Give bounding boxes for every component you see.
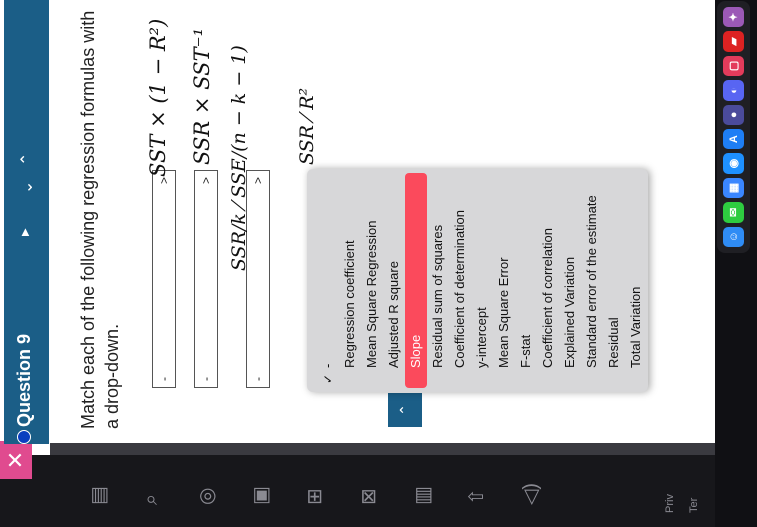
grid-icon[interactable]: ⊞ xyxy=(304,488,326,505)
chart-icon[interactable]: ▥ xyxy=(412,486,434,505)
answer-select-2[interactable]: - > xyxy=(194,170,218,388)
search-icon[interactable]: ⌕ xyxy=(140,493,162,505)
chevron-icon: > xyxy=(199,177,213,185)
menu-item[interactable]: Total Variation xyxy=(628,286,643,368)
menu-item-highlighted[interactable]: Slope xyxy=(405,173,427,388)
sound-icon[interactable]: ◁) xyxy=(520,482,542,505)
footer-text-2: Ter xyxy=(688,497,700,513)
files-icon[interactable]: ▦ xyxy=(723,177,744,199)
share-icon[interactable]: ⇧ xyxy=(466,488,488,505)
menu-item[interactable]: Explained Variation xyxy=(562,256,577,368)
menu-item[interactable]: Adjusted R square xyxy=(386,261,401,368)
app-icon[interactable]: ▰ xyxy=(723,31,744,52)
appstore-icon[interactable]: A xyxy=(723,128,744,150)
menu-item[interactable]: Coefficient of determination xyxy=(452,209,467,368)
select-value: - xyxy=(199,377,213,381)
chevron-down-icon[interactable]: ⌄ xyxy=(19,180,36,194)
dropdown-menu: ✓ - Regression coefficient Mean Square Re… xyxy=(307,169,648,392)
toolbar-strip xyxy=(50,443,715,455)
select-value: - xyxy=(251,377,265,381)
menu-item[interactable]: Mean Square Error xyxy=(496,257,511,368)
toolbar-icon-4[interactable]: ▣ xyxy=(250,486,272,505)
menu-item[interactable]: F-stat xyxy=(518,334,533,368)
chevron-icon: > xyxy=(157,177,171,185)
chevron-down-icon[interactable]: ⌃ xyxy=(388,393,422,427)
question-prompt: Match each of the following regression f… xyxy=(78,10,122,429)
chevron-icon: > xyxy=(251,177,265,185)
question-nav: ⌄ ⌃ xyxy=(4,142,49,208)
footer-text-1: Priv xyxy=(664,494,676,513)
app-icon[interactable]: ● xyxy=(723,104,744,125)
close-icon[interactable]: ✕ xyxy=(0,441,32,479)
formula-3: SSR/k ⁄ SSE/(n − k − 1) xyxy=(228,45,250,271)
menu-item-checked[interactable]: ✓ - xyxy=(317,169,339,392)
answer-select-1[interactable]: - > xyxy=(152,170,176,388)
chevron-up-icon[interactable]: ⌃ xyxy=(19,152,36,166)
formula-1: SST × (1 − R²) xyxy=(146,18,170,177)
menu-item[interactable]: Regression coefficient xyxy=(342,240,357,368)
menu-item[interactable]: Mean Square Regression xyxy=(364,220,379,368)
app-icon[interactable]: ▢ xyxy=(723,55,744,77)
status-dot xyxy=(17,430,31,444)
messages-icon[interactable]: ✉ xyxy=(723,202,744,223)
finder-icon[interactable]: ☺ xyxy=(723,226,744,247)
app-icon[interactable]: ✦ xyxy=(723,6,744,28)
question-title: Question 9 xyxy=(14,333,34,427)
toolbar-icon-1[interactable]: ▤ xyxy=(88,486,110,505)
discord-icon[interactable]: ◐ xyxy=(723,80,744,101)
check-icon: ✓ xyxy=(321,373,335,384)
menu-item[interactable]: Standard error of the estimate xyxy=(584,195,599,368)
menu-item-label: - xyxy=(320,363,335,368)
safari-icon[interactable]: ◉ xyxy=(723,153,744,174)
toolbar-icon-6[interactable]: ⊠ xyxy=(358,488,380,505)
play-icon[interactable]: ▶ xyxy=(20,228,31,236)
globe-icon[interactable]: ◎ xyxy=(196,487,218,505)
formula-4: SSR ⁄ R² xyxy=(296,87,318,165)
formula-2: SSR × SST⁻¹ xyxy=(190,27,214,165)
select-value: - xyxy=(157,377,171,381)
dock: ☺ ✉ ▦ ◉ A ● ◐ ▢ ▰ ✦ xyxy=(717,1,750,253)
menu-item[interactable]: Coefficient of correlation xyxy=(540,228,555,368)
menu-item[interactable]: y-intercept xyxy=(474,307,489,368)
menu-item[interactable]: Residual xyxy=(606,317,621,368)
menu-item[interactable]: Residual sum of squares xyxy=(430,224,445,368)
